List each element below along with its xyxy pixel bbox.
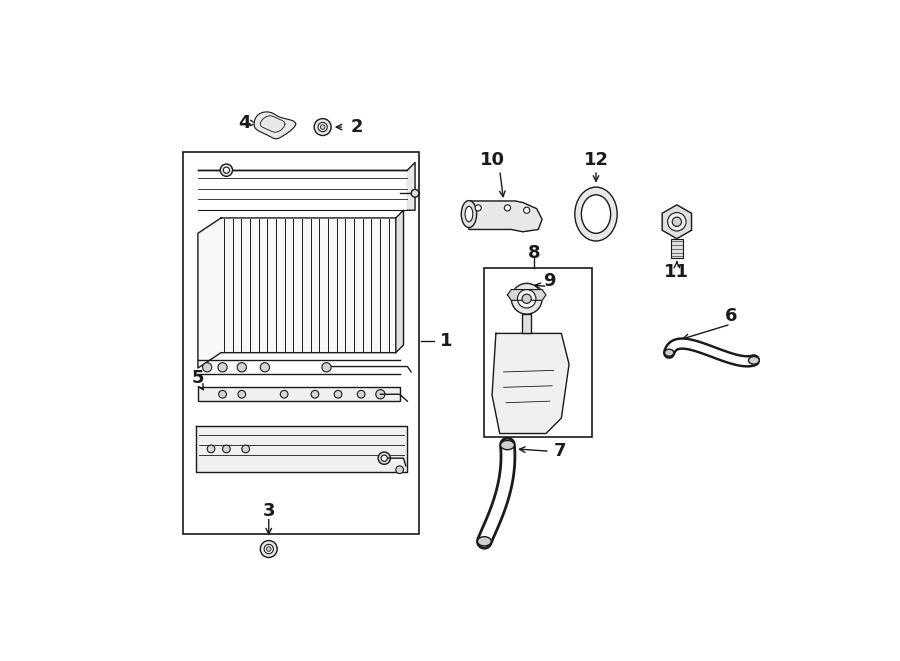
Circle shape — [411, 190, 418, 197]
Polygon shape — [469, 201, 542, 232]
Circle shape — [207, 445, 215, 453]
Circle shape — [314, 118, 331, 136]
Circle shape — [218, 363, 227, 372]
Text: 11: 11 — [664, 263, 689, 281]
Circle shape — [318, 122, 328, 132]
Text: 4: 4 — [238, 114, 250, 132]
Circle shape — [260, 541, 277, 557]
Circle shape — [320, 125, 325, 130]
Circle shape — [238, 363, 247, 372]
Circle shape — [264, 545, 274, 554]
Circle shape — [223, 167, 230, 173]
Circle shape — [334, 391, 342, 398]
Circle shape — [511, 284, 542, 314]
Text: 6: 6 — [724, 307, 737, 325]
Circle shape — [238, 391, 246, 398]
Bar — [198, 387, 400, 401]
Bar — [670, 239, 683, 258]
Polygon shape — [195, 426, 408, 472]
Circle shape — [322, 363, 331, 372]
Circle shape — [280, 391, 288, 398]
Circle shape — [475, 205, 482, 211]
Polygon shape — [508, 290, 546, 300]
Text: 9: 9 — [544, 272, 556, 290]
Polygon shape — [492, 333, 569, 434]
Circle shape — [260, 363, 269, 372]
Circle shape — [219, 391, 227, 398]
Polygon shape — [662, 205, 691, 239]
Text: 12: 12 — [583, 151, 608, 169]
Ellipse shape — [575, 187, 617, 241]
Text: 5: 5 — [192, 369, 204, 387]
Ellipse shape — [500, 440, 515, 449]
Polygon shape — [198, 218, 396, 368]
Bar — [484, 268, 592, 438]
Bar — [522, 314, 531, 333]
Text: 1: 1 — [440, 332, 452, 350]
Bar — [183, 153, 418, 533]
Text: 2: 2 — [350, 118, 363, 136]
Circle shape — [668, 213, 686, 231]
Ellipse shape — [749, 356, 760, 364]
Circle shape — [524, 207, 530, 214]
Circle shape — [378, 452, 391, 464]
Circle shape — [202, 363, 211, 372]
Circle shape — [518, 290, 536, 308]
Polygon shape — [396, 210, 403, 353]
Ellipse shape — [664, 349, 674, 356]
Circle shape — [504, 205, 510, 211]
Polygon shape — [408, 163, 415, 210]
Circle shape — [672, 217, 681, 226]
Text: 10: 10 — [480, 151, 505, 169]
Circle shape — [311, 391, 319, 398]
Ellipse shape — [477, 537, 491, 546]
Circle shape — [222, 445, 230, 453]
Circle shape — [376, 389, 385, 399]
Circle shape — [382, 455, 387, 461]
Text: 8: 8 — [528, 243, 541, 262]
Ellipse shape — [581, 195, 610, 233]
Text: 7: 7 — [554, 442, 566, 460]
Circle shape — [522, 294, 531, 303]
Circle shape — [242, 445, 249, 453]
Circle shape — [396, 466, 403, 473]
Circle shape — [220, 164, 232, 176]
Circle shape — [266, 547, 271, 551]
Polygon shape — [254, 112, 296, 139]
Ellipse shape — [461, 200, 477, 227]
Circle shape — [357, 391, 365, 398]
Ellipse shape — [465, 206, 472, 222]
Text: 3: 3 — [263, 502, 275, 520]
